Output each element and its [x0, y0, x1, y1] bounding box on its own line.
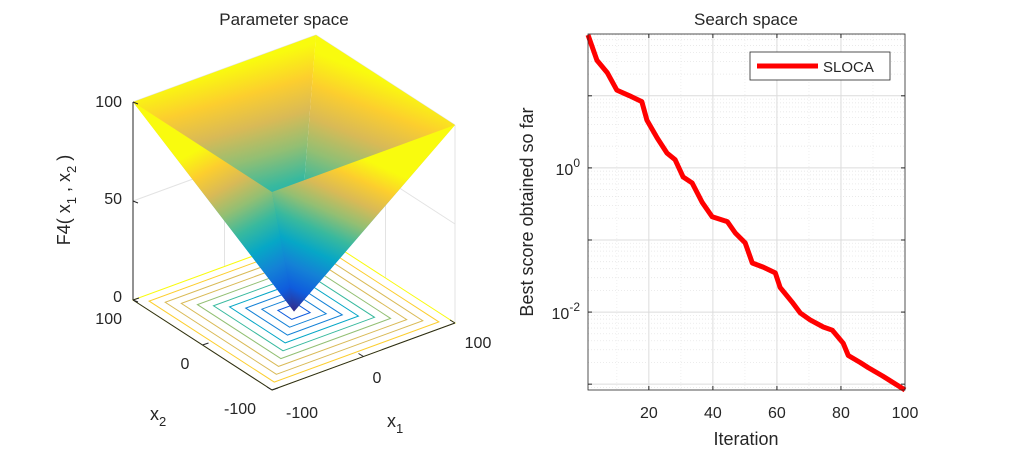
- y-tick-label: -100: [224, 401, 256, 418]
- z-tick: [132, 101, 139, 105]
- x2-axis-label: x2: [150, 404, 166, 429]
- tick-marks: [588, 34, 905, 390]
- x-tick-label: 100: [465, 335, 492, 352]
- plot-border: [587, 33, 906, 391]
- x-tick-label: 100: [892, 405, 919, 422]
- plot-area: [588, 34, 905, 390]
- z-tick: [132, 299, 139, 303]
- y-tick-label: 100: [95, 311, 122, 328]
- z-axis-label: F4( x1 , x2 ): [54, 155, 79, 246]
- x-tick-label: 40: [704, 405, 722, 422]
- x1-tick: [449, 319, 456, 324]
- z-tick-label: 100: [95, 94, 122, 111]
- surface-face: [272, 125, 455, 312]
- z-tick-label: 50: [104, 191, 122, 208]
- x-axis-label: Iteration: [713, 429, 778, 449]
- z-tick: [132, 200, 139, 204]
- x-tick-labels: 20 40 60 80 100: [640, 405, 919, 422]
- x1-axis-label: x1: [387, 411, 403, 436]
- x-tick-label: 60: [768, 405, 786, 422]
- x-tick-label: -100: [286, 405, 318, 422]
- search-space-plot: Search space 20 40 60 80 100 100 10-2 It…: [517, 10, 918, 449]
- x1-tick: [266, 386, 273, 391]
- surface-faces: [133, 35, 455, 312]
- x2-tick: [132, 297, 140, 301]
- y-tick-label: 0: [181, 356, 190, 373]
- right-title: Search space: [694, 10, 798, 29]
- y-axis-label: Best score obtained so far: [517, 107, 537, 316]
- parameter-space-plot: Parameter space 100 50 0 100 0 -100 -100…: [54, 10, 491, 436]
- x2-tick: [271, 387, 279, 391]
- x-tick-label: 80: [832, 405, 850, 422]
- series-line-sloca: [585, 34, 907, 393]
- left-axes: [132, 101, 456, 391]
- x2-tick: [202, 342, 209, 346]
- surface-face: [133, 102, 294, 312]
- y-tick-label: 100: [556, 156, 581, 179]
- x1-tick: [358, 353, 364, 357]
- x-tick-label: 20: [640, 405, 658, 422]
- legend-label: SLOCA: [823, 59, 874, 76]
- x-tick-label: 0: [373, 370, 382, 387]
- legend[interactable]: SLOCA: [749, 51, 891, 81]
- y-tick-label: 10-2: [552, 300, 581, 323]
- grid-lines: [588, 34, 905, 390]
- z-tick-label: 0: [113, 289, 122, 306]
- left-title: Parameter space: [219, 10, 348, 29]
